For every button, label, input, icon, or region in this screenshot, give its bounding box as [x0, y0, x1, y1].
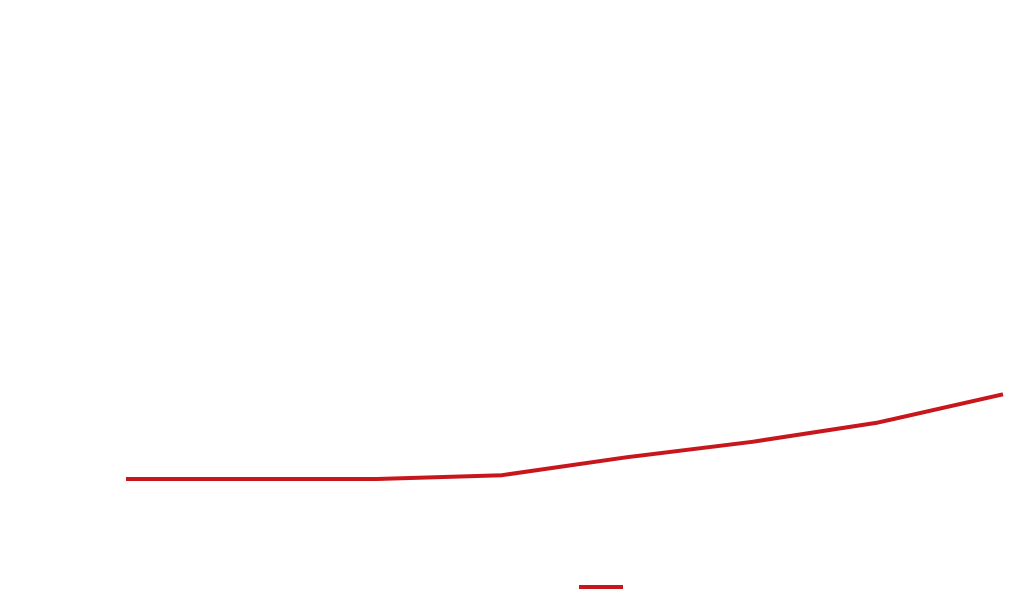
series-line-0 — [126, 392, 1004, 481]
plot-area — [126, 392, 1004, 481]
